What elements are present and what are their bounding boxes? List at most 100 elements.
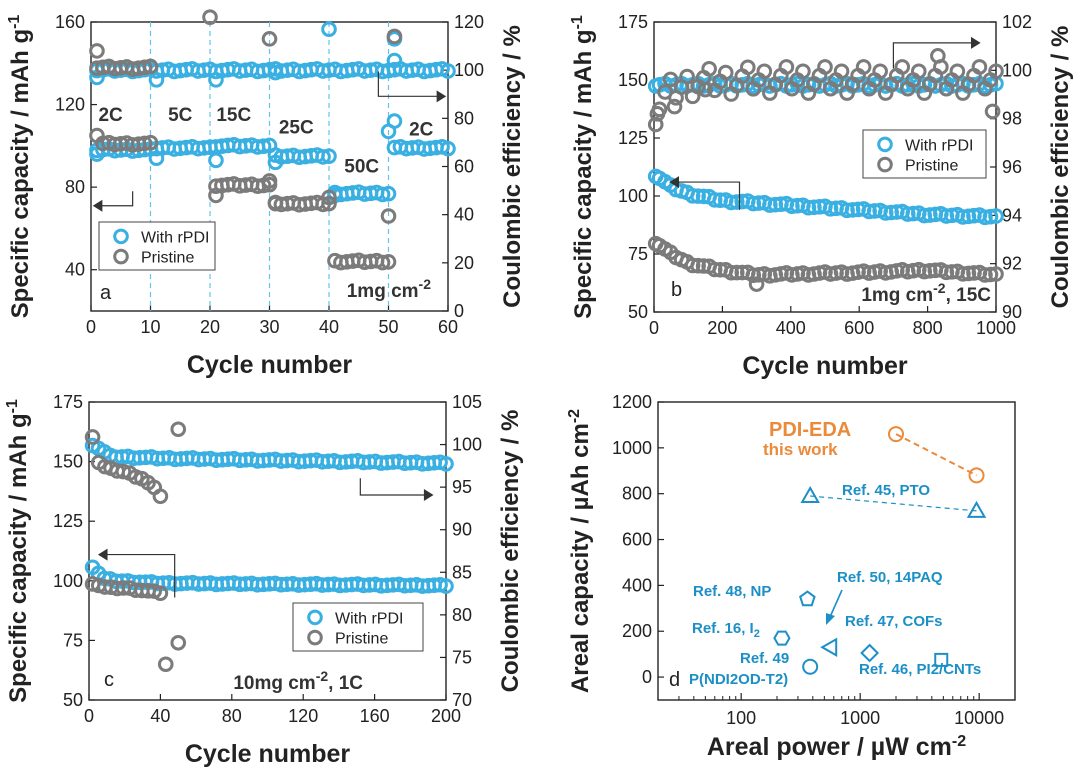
- rate-label: 50C: [344, 157, 379, 178]
- y2-tick-label: 94: [1002, 205, 1022, 225]
- data-point-pristine: [142, 134, 159, 151]
- data-point-pristine: [89, 43, 105, 59]
- x-axis-title: Cycle number: [187, 351, 353, 379]
- data-point-rpdi: [148, 150, 165, 167]
- x-tick-label: 100: [726, 708, 756, 728]
- data-point-pristine: [115, 463, 132, 480]
- data-point-pristine: [662, 71, 679, 88]
- data-point-pristine: [930, 48, 946, 64]
- rate-label: 25C: [279, 117, 314, 138]
- y-tick-label: 800: [622, 484, 652, 504]
- rate-label: 15C: [216, 105, 251, 126]
- data-point-pristine: [988, 63, 1004, 80]
- x-tick-label: 200: [431, 706, 461, 726]
- x-tick-label: 800: [913, 318, 943, 338]
- data-point-pristine: [723, 264, 740, 281]
- y2-tick-label: 92: [1002, 254, 1022, 274]
- x-tick-label: 0: [649, 318, 659, 338]
- data-point-rpdi: [690, 188, 706, 204]
- data-point-pristine: [706, 261, 723, 278]
- right-axis-arrowhead: [971, 36, 981, 49]
- y-axis-title: Specific capacity / mAh g-1: [4, 399, 32, 703]
- data-point-rpdi: [148, 72, 165, 88]
- y2-tick-label: 80: [454, 108, 474, 128]
- y-axis-title: Specific capacity / mAh g-1: [6, 15, 34, 319]
- data-point-pristine: [795, 63, 811, 80]
- data-point-pristine: [748, 276, 765, 292]
- panel-label: d: [669, 669, 680, 691]
- data-point-rpdi: [386, 52, 403, 69]
- y2-tick-label: 100: [1002, 60, 1032, 80]
- data-point-pristine: [717, 64, 734, 81]
- this-work-label: this work: [763, 440, 838, 459]
- y-tick-label: 175: [53, 392, 83, 412]
- condition-label: 10mg cm-2, 1C: [233, 668, 363, 694]
- x-tick-label: 160: [360, 706, 390, 726]
- pdi-eda-connector: [895, 433, 977, 477]
- ref-16-label: Ref. 16, I2: [692, 620, 760, 640]
- data-point-rpdi: [208, 72, 224, 88]
- y-tick-label: 1200: [612, 392, 652, 412]
- y-tick-label: 125: [53, 511, 83, 531]
- y2-tick-label: 85: [452, 562, 472, 582]
- data-point-pdi-eda: [888, 426, 904, 443]
- x-tick-label: 0: [84, 706, 94, 726]
- y-tick-label: 125: [618, 128, 648, 148]
- data-point-ref-16-i2: [773, 630, 791, 646]
- x-tick-label: 60: [438, 317, 458, 337]
- data-point-rpdi: [386, 113, 403, 129]
- data-point-pristine: [208, 187, 224, 204]
- panel-label: a: [100, 282, 112, 304]
- y-tick-label: 75: [63, 630, 83, 650]
- data-point-rpdi: [982, 208, 999, 225]
- panel-a: 0 10 20 30 40 50 60 40 80 120 160 0 20 40 60 80 100 120 2C…: [6, 9, 526, 379]
- y2-tick-label: 100: [454, 60, 484, 80]
- data-point-ref-48-np: [799, 590, 816, 607]
- panel-b: 0 200 400 600 800 1000 50 75 100 125 150 175 90 92 94 9…: [569, 12, 1074, 380]
- y2-tick-label: 120: [454, 12, 484, 32]
- left-axis-arrow: [672, 181, 741, 210]
- data-point-pristine: [728, 264, 745, 281]
- data-point-rpdi: [315, 149, 331, 165]
- data-point-pristine: [910, 63, 927, 80]
- data-point-ref-47-cofs: [860, 643, 880, 663]
- data-point-rpdi: [380, 185, 397, 202]
- x-tick-label: 30: [259, 317, 279, 337]
- data-point-pristine: [666, 98, 683, 115]
- data-point-rpdi: [988, 208, 1004, 224]
- data-point-rpdi: [267, 154, 284, 171]
- y-tick-label: 400: [622, 575, 652, 595]
- data-point-pristine: [647, 116, 664, 133]
- data-point-ref-46-pi2-cnts: [934, 652, 949, 667]
- y2-tick-label: 102: [1002, 12, 1032, 32]
- x-tick-label: 40: [319, 317, 339, 337]
- data-point-rpdi: [321, 21, 337, 38]
- panel-label: b: [671, 279, 682, 301]
- y-tick-label: 0: [642, 667, 652, 687]
- y-tick-label: 600: [622, 530, 652, 550]
- data-point-pristine: [386, 28, 403, 45]
- y2-tick-label: 60: [454, 157, 474, 177]
- y2-tick-label: 98: [1002, 109, 1022, 129]
- x-tick-label: 1000: [840, 708, 880, 728]
- data-point-pristine: [89, 127, 105, 144]
- data-point-pristine: [321, 195, 337, 212]
- data-point-rpdi: [440, 140, 456, 157]
- y-tick-label: 100: [618, 186, 648, 206]
- x-axis-title: Cycle number: [185, 740, 351, 768]
- left-axis-arrow: [103, 553, 176, 598]
- y2-tick-label: 80: [452, 605, 472, 625]
- y-tick-label: 50: [628, 302, 648, 322]
- data-point-pristine: [739, 59, 756, 76]
- x-tick-label: 80: [222, 706, 242, 726]
- pto-connector: [810, 495, 977, 512]
- x-tick-label: 50: [378, 317, 398, 337]
- data-point-pristine: [684, 257, 701, 274]
- y-axis-title: Areal capacity / µAh cm-2: [566, 409, 594, 693]
- y-tick-label: 160: [55, 12, 85, 32]
- data-point-pristine: [170, 421, 187, 438]
- data-point-ref-45-pto: [966, 500, 987, 518]
- legend-label-rpdi: With rPDI: [335, 610, 403, 627]
- y-tick-label: 50: [63, 690, 83, 710]
- data-point-pristine: [152, 488, 169, 505]
